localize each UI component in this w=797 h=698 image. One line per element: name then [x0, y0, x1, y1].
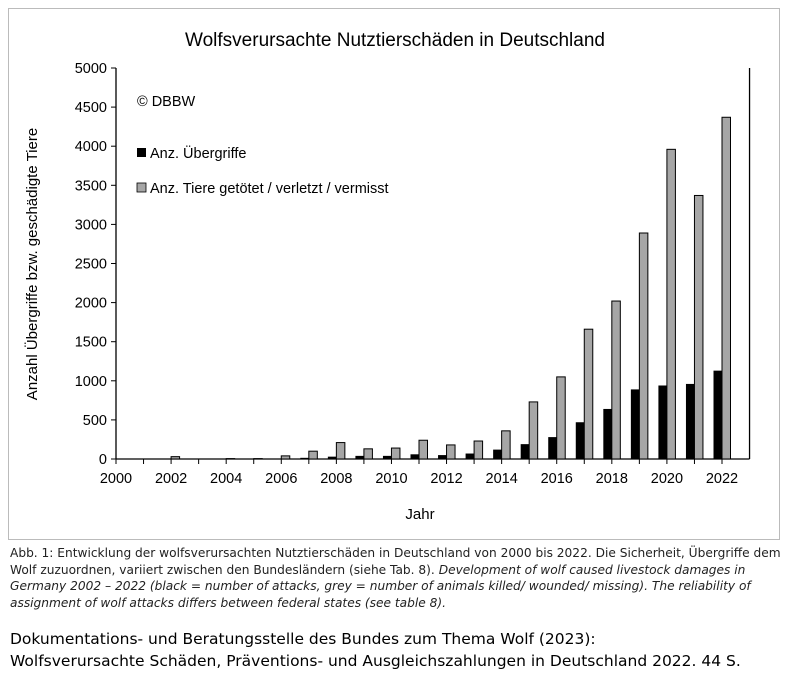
x-tick-label: 2018	[596, 471, 628, 487]
y-tick-label: 3500	[75, 178, 107, 194]
bar-animals-2020	[666, 148, 676, 460]
bar-attacks-2007	[300, 457, 309, 459]
x-tick-label: 2020	[651, 471, 683, 487]
legend-swatch-animals	[136, 182, 147, 193]
bar-attacks-2014	[493, 449, 502, 459]
x-tick-label: 2010	[375, 471, 407, 487]
bar-animals-2013	[473, 440, 484, 460]
x-tick-label: 2006	[265, 471, 297, 487]
caption-german: Abb. 1: Entwicklung der wolfsverursachte…	[10, 546, 781, 577]
y-tick-label: 2500	[75, 257, 107, 273]
bar-attacks-2015	[520, 444, 530, 459]
bar-animals-2007	[308, 450, 318, 460]
bar-attacks-2011	[410, 454, 419, 459]
x-axis-label: Jahr	[405, 506, 434, 523]
bar-animals-2018	[611, 300, 621, 460]
bar-attacks-2019	[630, 389, 640, 459]
bar-attacks-2022	[713, 370, 722, 459]
y-tick-label: 5000	[75, 61, 107, 77]
bar-chart: Wolfsverursachte Nutztierschäden in Deut…	[23, 30, 751, 523]
bar-animals-2008	[335, 442, 346, 460]
x-tick-label: 2002	[155, 471, 187, 487]
bar-attacks-2020	[658, 385, 667, 459]
y-tick-label: 3000	[75, 217, 107, 233]
figure-caption: Abb. 1: Entwicklung der wolfsverursachte…	[10, 545, 785, 611]
bar-animals-2014	[501, 430, 511, 460]
bar-animals-2016	[556, 376, 566, 460]
x-tick-label: 2004	[210, 471, 242, 487]
y-tick-label: 4000	[75, 139, 107, 155]
bar-animals-2010	[390, 447, 401, 460]
bar-animals-2019	[638, 232, 649, 460]
chart-title: Wolfsverursachte Nutztierschäden in Deut…	[185, 30, 605, 51]
bar-attacks-2008	[327, 456, 337, 459]
bar-attacks-2013	[465, 453, 475, 459]
bar-attacks-2018	[603, 408, 612, 459]
chart-frame	[8, 8, 780, 540]
caption-english: Development of wolf caused livestock dam…	[10, 562, 751, 610]
source-line-1: Dokumentations- und Beratungsstelle des …	[10, 630, 596, 648]
x-tick-label: 2016	[541, 471, 573, 487]
legend: Anz. Übergriffe Anz. Tiere getötet / ver…	[136, 144, 389, 197]
bar-attacks-2017	[575, 422, 585, 459]
bar-animals-2009	[363, 448, 373, 460]
y-axis-label: Anzahl Übergriffe bzw. geschädigte Tiere	[23, 128, 41, 400]
y-tick-label: 1000	[75, 374, 107, 390]
bar-animals-2011	[418, 439, 428, 460]
watermark: © DBBW	[137, 94, 196, 110]
source-citation: Dokumentations- und Beratungsstelle des …	[10, 628, 795, 672]
bar-attacks-2010	[382, 455, 392, 459]
x-tick-label: 2014	[486, 471, 518, 487]
x-tick-label: 2000	[100, 471, 132, 487]
legend-label-attacks: Anz. Übergriffe	[150, 144, 246, 162]
bar-attacks-2012	[438, 455, 447, 459]
bar-animals-2022	[721, 116, 731, 460]
x-tick-label: 2022	[706, 471, 738, 487]
y-tick-label: 4500	[75, 100, 107, 116]
bar-attacks-2009	[355, 455, 364, 459]
y-tick-label: 1500	[75, 335, 107, 351]
bar-attacks-2016	[548, 437, 557, 459]
y-tick-label: 0	[99, 452, 107, 468]
source-line-2: Wolfsverursachte Schäden, Präventions- u…	[10, 652, 741, 670]
x-tick-label: 2012	[430, 471, 462, 487]
y-tick-label: 2000	[75, 296, 107, 312]
bar-animals-2021	[693, 194, 704, 460]
bar-animals-2017	[583, 328, 594, 460]
bar-animals-2006	[280, 455, 291, 460]
legend-label-animals: Anz. Tiere getötet / verletzt / vermisst	[150, 181, 389, 197]
legend-swatch-attacks	[137, 148, 146, 157]
x-tick-label: 2008	[320, 471, 352, 487]
y-tick-label: 500	[83, 413, 107, 429]
bar-animals-2002	[170, 456, 181, 460]
bar-animals-2015	[528, 401, 539, 460]
bar-attacks-2021	[685, 383, 695, 459]
bar-animals-2012	[446, 444, 456, 460]
